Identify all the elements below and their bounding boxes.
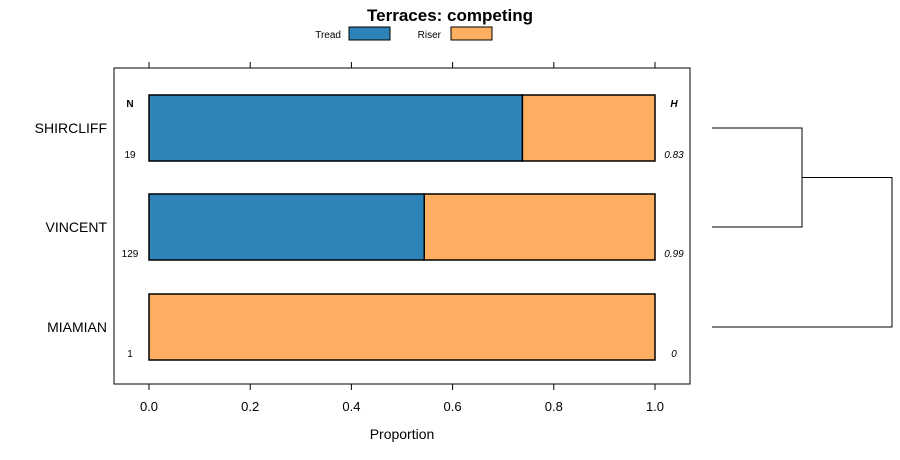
dendrogram-branch bbox=[712, 127, 803, 228]
category-label: MIAMIAN bbox=[47, 319, 107, 335]
x-tick-label: 0.8 bbox=[545, 399, 563, 414]
n-value: 1 bbox=[127, 349, 133, 360]
legend: Tread Riser bbox=[315, 26, 493, 41]
dendrogram-branch bbox=[712, 177, 893, 328]
x-tick-label: 0.6 bbox=[444, 399, 462, 414]
bar-segment bbox=[423, 193, 656, 261]
plot-frame bbox=[113, 67, 691, 385]
x-axis: 0.0 0.2 0.4 0.6 0.8 1.0 bbox=[140, 62, 664, 414]
dendrogram bbox=[712, 127, 893, 328]
legend-label: Riser bbox=[418, 30, 442, 41]
h-value: 0.83 bbox=[664, 150, 684, 161]
n-value: 19 bbox=[124, 150, 136, 161]
x-tick-label: 0.2 bbox=[241, 399, 259, 414]
x-tick-label: 0.0 bbox=[140, 399, 158, 414]
bar-segment bbox=[148, 293, 656, 361]
legend-swatch bbox=[450, 26, 493, 41]
legend-label: Tread bbox=[315, 30, 341, 41]
h-value: 0.99 bbox=[664, 249, 684, 260]
x-tick-label: 0.4 bbox=[342, 399, 360, 414]
bar-segment bbox=[521, 94, 656, 162]
n-value: 129 bbox=[122, 249, 139, 260]
h-value: 0 bbox=[671, 349, 677, 360]
bar-segment bbox=[148, 193, 426, 261]
x-axis-label: Proportion bbox=[370, 426, 435, 442]
chart-title: Terraces: competing bbox=[367, 6, 533, 25]
n-header: N bbox=[126, 99, 133, 110]
category-label: SHIRCLIFF bbox=[35, 120, 107, 136]
legend-swatch bbox=[348, 26, 391, 41]
bars: SHIRCLIFF 19 0.83 VINCENT 129 0.99 MIAMIAN 1 0 bbox=[35, 94, 684, 361]
bar-segment bbox=[148, 94, 524, 162]
category-label: VINCENT bbox=[46, 219, 108, 235]
x-tick-label: 1.0 bbox=[646, 399, 664, 414]
h-header: H bbox=[670, 99, 678, 110]
